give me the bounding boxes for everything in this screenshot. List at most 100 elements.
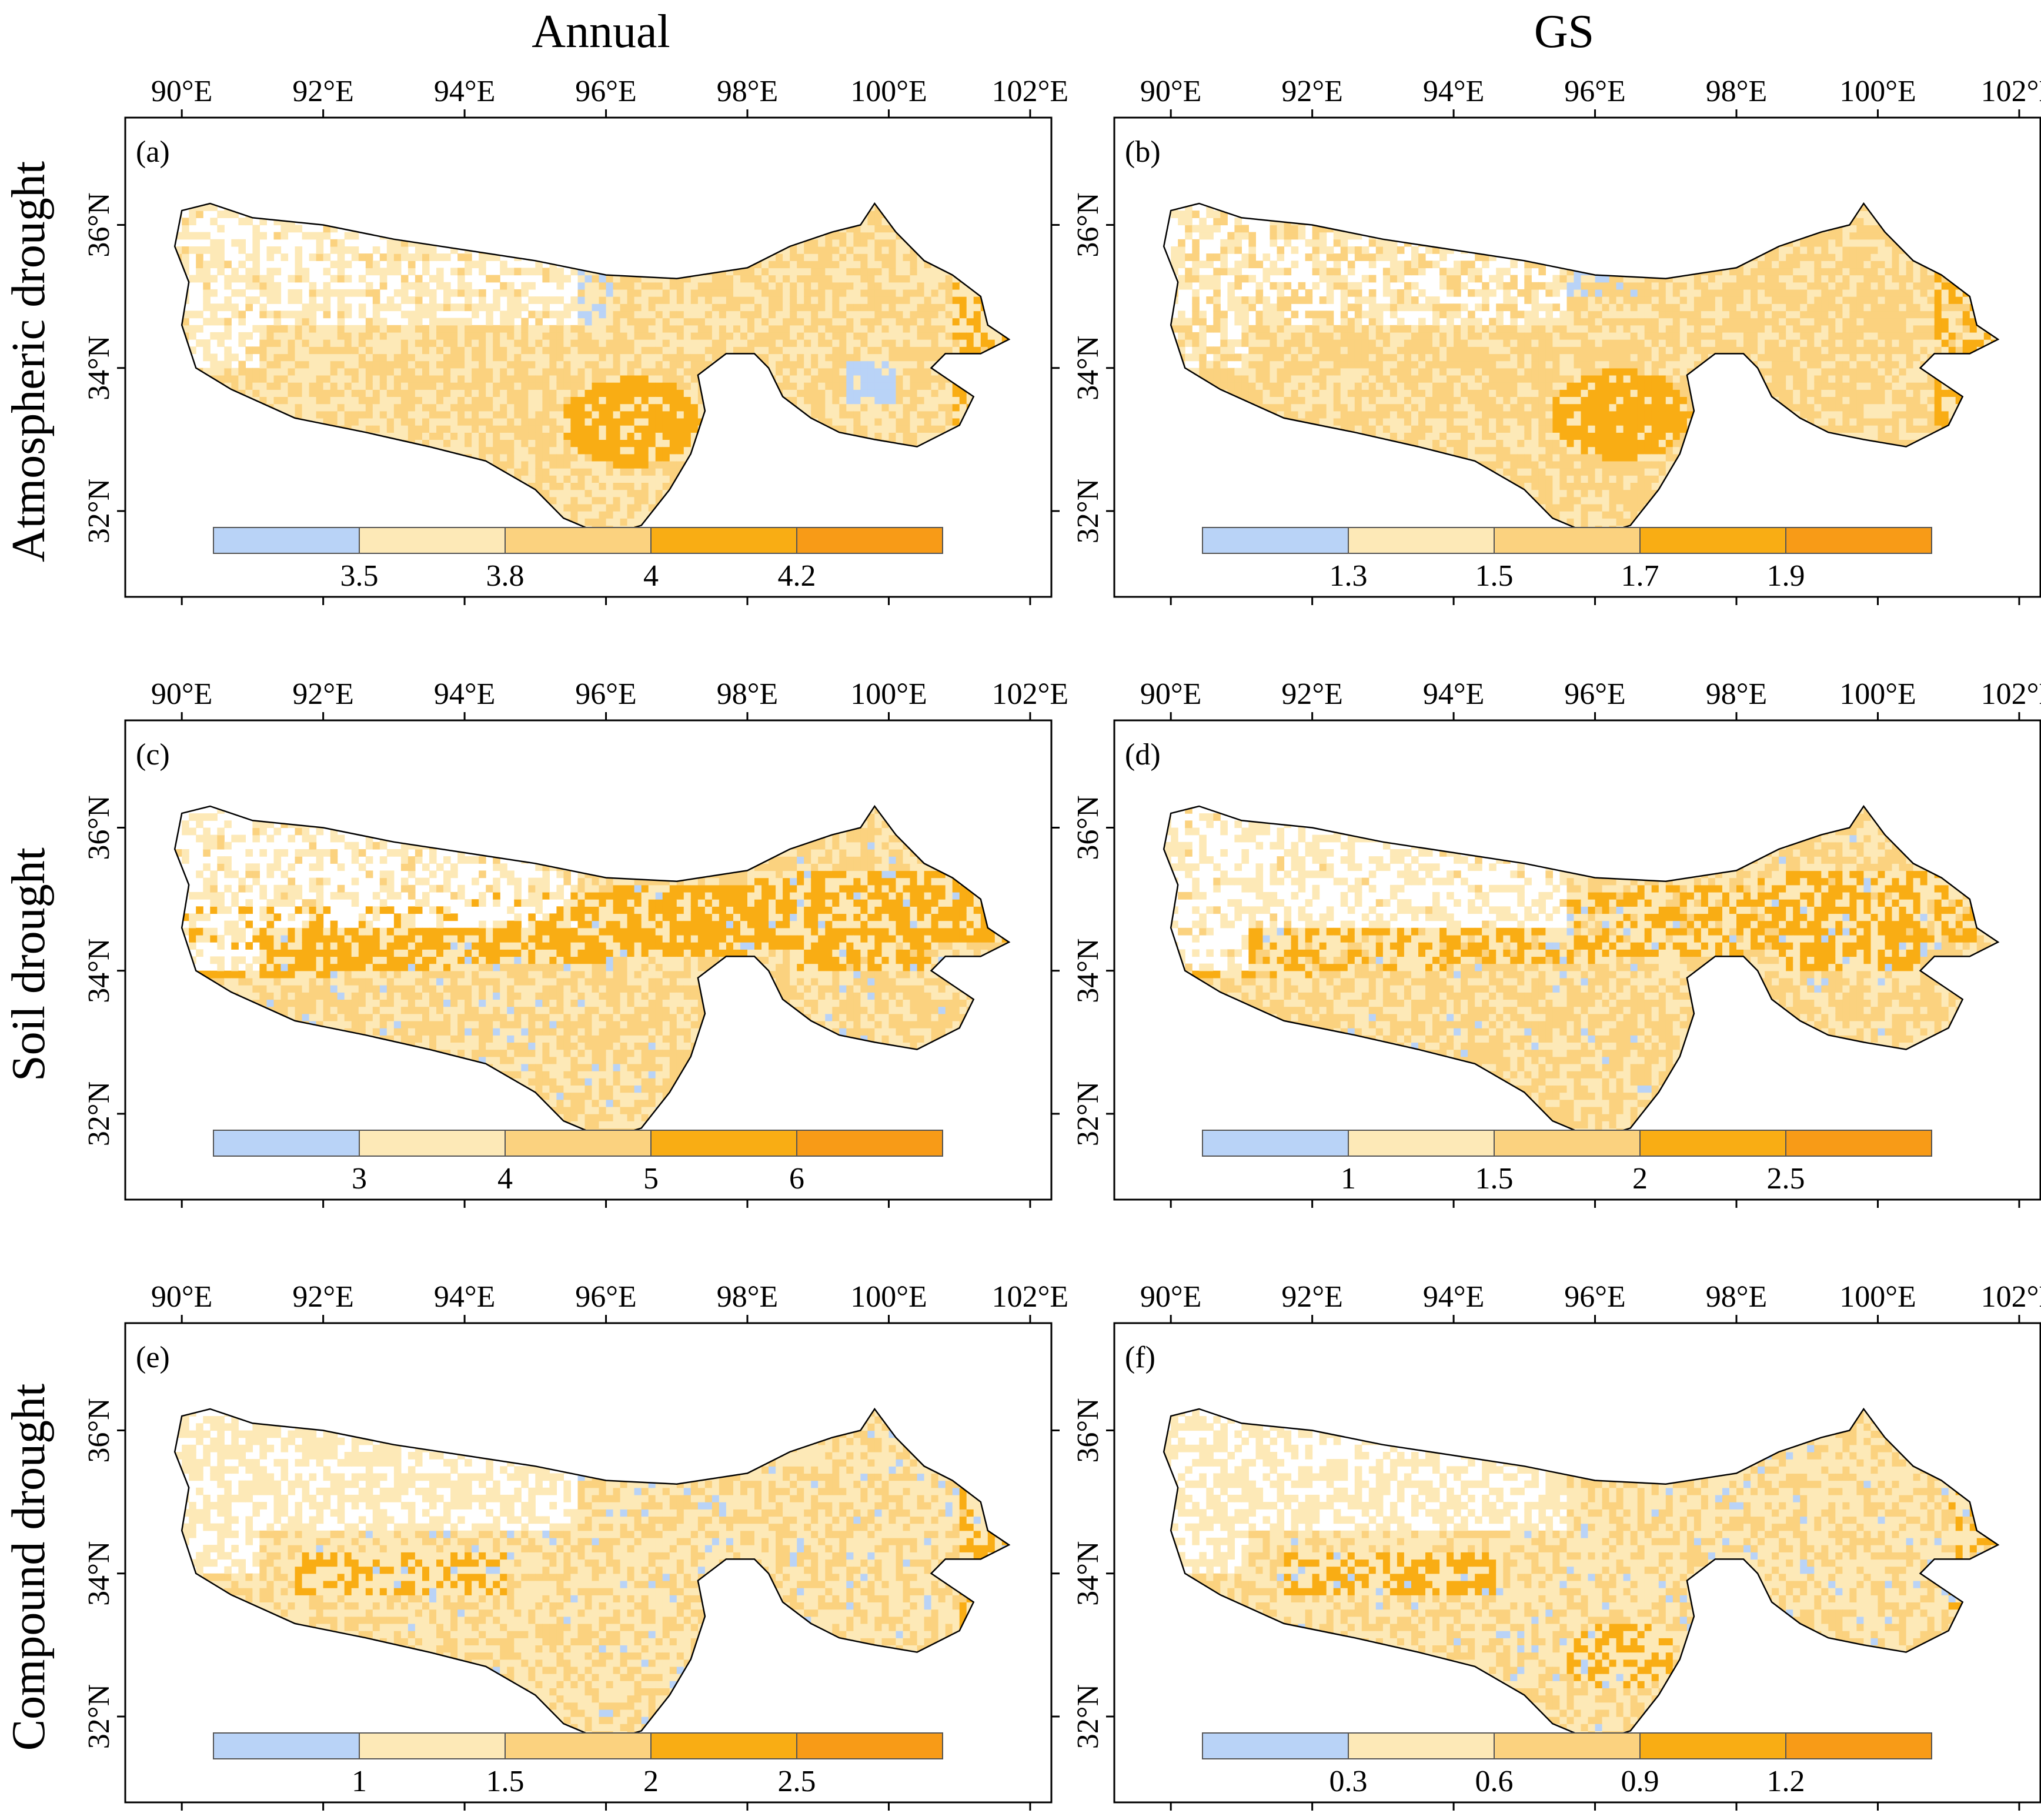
raster-cell	[295, 339, 303, 347]
raster-cell	[570, 403, 578, 412]
raster-cell	[500, 375, 507, 383]
raster-cell	[570, 489, 578, 497]
raster-cell	[683, 439, 692, 448]
raster-cell	[797, 261, 804, 269]
raster-cell	[945, 310, 953, 319]
raster-cell	[238, 382, 246, 390]
raster-cell	[514, 460, 522, 469]
raster-cell	[655, 325, 663, 333]
raster-cell	[443, 389, 451, 397]
raster-cell	[210, 246, 218, 254]
raster-cell	[606, 318, 614, 326]
raster-cell	[669, 468, 677, 476]
raster-cell	[704, 275, 713, 283]
raster-cell	[337, 339, 345, 347]
raster-cell	[620, 360, 628, 369]
raster-cell	[641, 460, 649, 469]
raster-cell	[867, 396, 875, 405]
raster-cell	[372, 425, 380, 433]
raster-cell	[783, 325, 790, 333]
raster-cell	[761, 353, 769, 362]
raster-cell	[592, 275, 600, 283]
raster-cell	[365, 382, 373, 390]
raster-cell	[479, 410, 486, 419]
raster-cell	[372, 396, 380, 405]
raster-cell	[493, 325, 500, 333]
raster-cell	[217, 339, 225, 347]
raster-cell	[620, 332, 628, 340]
raster-cell	[761, 289, 769, 297]
raster-cell	[761, 268, 769, 276]
raster-cell	[832, 275, 840, 283]
raster-cell	[507, 332, 515, 340]
raster-cell	[910, 253, 918, 261]
raster-cell	[436, 346, 444, 355]
raster-cell	[938, 275, 946, 283]
raster-cell	[832, 289, 840, 297]
raster-cell	[224, 360, 232, 369]
raster-cell	[825, 282, 833, 290]
raster-cell	[479, 253, 486, 261]
raster-cell	[302, 346, 310, 355]
raster-cell	[302, 410, 310, 419]
raster-cell	[811, 289, 819, 297]
raster-cell	[556, 346, 564, 355]
raster-cell	[302, 275, 310, 283]
raster-cell	[400, 389, 409, 397]
raster-cell	[853, 253, 861, 261]
raster-cell	[577, 511, 586, 519]
raster-cell	[867, 268, 875, 276]
raster-cell	[563, 418, 571, 426]
raster-cell	[676, 368, 684, 376]
row-title-soil-drought: Soil drought	[3, 847, 55, 1081]
raster-cell	[634, 425, 642, 433]
raster-cell	[790, 261, 797, 269]
raster-cell	[273, 389, 282, 397]
raster-cell	[465, 432, 472, 440]
raster-cell	[853, 410, 861, 419]
raster-cell	[252, 389, 260, 397]
raster-cell	[881, 425, 890, 433]
raster-cell	[203, 353, 211, 362]
raster-cell	[804, 332, 811, 340]
raster-cell	[846, 353, 854, 362]
raster-cell	[959, 296, 967, 304]
raster-cell	[599, 410, 607, 419]
raster-cell	[266, 310, 275, 319]
raster-cell	[690, 296, 699, 304]
raster-cell	[641, 396, 649, 405]
raster-cell	[931, 418, 939, 426]
raster-cell	[457, 353, 465, 362]
raster-cell	[620, 282, 628, 290]
raster-cell	[613, 460, 621, 469]
raster-cell	[903, 303, 911, 312]
raster-cell	[931, 375, 939, 383]
raster-cell	[938, 282, 946, 290]
raster-cell	[514, 339, 522, 347]
raster-cell	[888, 232, 897, 240]
raster-cell	[309, 346, 317, 355]
raster-cell	[189, 325, 196, 333]
raster-cell	[429, 310, 437, 319]
raster-cell	[606, 310, 614, 319]
raster-cell	[436, 360, 444, 369]
raster-cell	[641, 425, 649, 433]
raster-cell	[344, 382, 352, 390]
raster-cell	[606, 410, 614, 419]
raster-cell	[790, 396, 797, 405]
raster-cell	[429, 410, 437, 419]
raster-cell	[896, 418, 904, 426]
raster-cell	[521, 368, 529, 376]
raster-cell	[486, 425, 493, 433]
raster-cell	[811, 261, 819, 269]
raster-cell	[846, 253, 854, 261]
raster-cell	[415, 360, 423, 369]
raster-cell	[514, 453, 522, 462]
raster-cell	[563, 410, 571, 419]
raster-cell	[662, 468, 670, 476]
raster-cell	[790, 332, 797, 340]
raster-cell	[465, 403, 472, 412]
raster-cell	[754, 275, 762, 283]
raster-cell	[479, 396, 486, 405]
raster-cell	[500, 368, 507, 376]
